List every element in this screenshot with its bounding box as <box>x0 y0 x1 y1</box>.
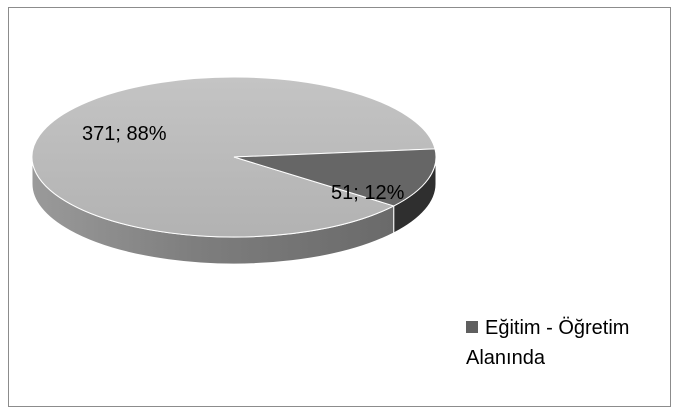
pie-slice-small <box>233 148 437 207</box>
legend-swatch <box>466 321 478 333</box>
pie-slice-large <box>31 76 436 238</box>
legend-label: Eğitim - Öğretim Alanında <box>466 317 630 369</box>
legend: Eğitim - Öğretim Alanında <box>466 313 671 373</box>
data-label-large: 371; 88% <box>82 123 167 145</box>
data-label-small: 51; 12% <box>331 182 405 204</box>
